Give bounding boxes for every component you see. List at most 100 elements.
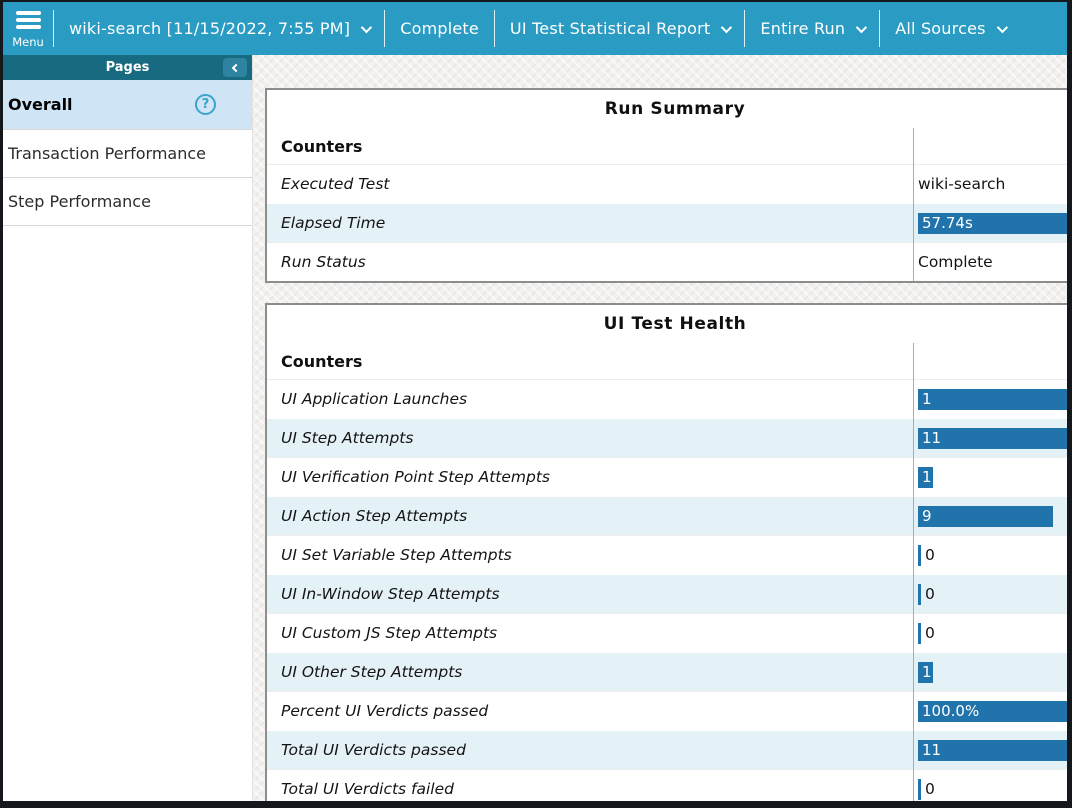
counter-label: UI Application Launches [281, 390, 468, 408]
topbar-divider [879, 10, 881, 47]
counter-row: UI In-Window Step Attempts 0 [267, 574, 1067, 613]
counter-row: Total UI Verdicts failed 0 [267, 769, 1067, 801]
pages-sidebar: Pages Overall ? Transaction Performance … [3, 55, 253, 801]
topbar-divider [384, 10, 386, 47]
counter-value: wiki-search [918, 175, 1006, 193]
report-table: Run Summary Counters Executed Test wiki-… [265, 88, 1067, 283]
help-icon[interactable]: ? [195, 94, 216, 115]
counter-row: UI Verification Point Step Attempts 1 [267, 457, 1067, 496]
table-title: UI Test Health [603, 314, 747, 334]
topbar-item-label: All Sources [895, 19, 986, 38]
topbar-item-label: wiki-search [11/15/2022, 7:55 PM] [69, 19, 351, 38]
counter-value-cell: 0 [913, 583, 1067, 605]
counter-row: UI Step Attempts 11 [267, 418, 1067, 457]
counter-value-cell: 0 [913, 544, 1067, 566]
sidebar-item-label: Transaction Performance [8, 144, 207, 163]
counter-row: UI Custom JS Step Attempts 0 [267, 613, 1067, 652]
topbar-item-label: Entire Run [760, 19, 846, 38]
counter-label: Executed Test [281, 175, 390, 193]
table-title: Run Summary [604, 99, 746, 119]
sidebar-item-label: Overall [8, 95, 73, 114]
chevron-down-icon [855, 21, 868, 33]
counter-bar: 1 [918, 388, 1067, 410]
counter-bar: 1 [918, 661, 933, 683]
hamburger-icon [15, 8, 41, 32]
counter-value-cell: 57.74s [913, 212, 1067, 234]
topbar-scope-selector[interactable]: Entire Run [745, 2, 879, 55]
counter-row: Run Status Complete [267, 242, 1067, 281]
counters-header: Counters [281, 351, 363, 371]
report-table: UI Test Health Counters UI Application L… [265, 303, 1067, 801]
counter-row: Executed Test wiki-search [267, 164, 1067, 203]
counter-label: UI Set Variable Step Attempts [281, 546, 512, 564]
topbar-report-type-selector[interactable]: UI Test Statistical Report [495, 2, 745, 55]
chevron-left-icon [231, 63, 241, 72]
sidebar-item-transaction-performance[interactable]: Transaction Performance [3, 130, 252, 178]
counter-row: UI Action Step Attempts 9 [267, 496, 1067, 535]
counter-bar: 9 [918, 505, 1054, 527]
sidebar-item-label: Step Performance [8, 192, 151, 211]
counter-label: UI Other Step Attempts [281, 663, 463, 681]
chevron-down-icon [721, 21, 733, 33]
topbar-sources-selector[interactable]: All Sources [880, 2, 1019, 55]
counter-value: 0 [925, 585, 935, 603]
counter-label: UI Step Attempts [281, 429, 414, 447]
topbar-divider [53, 10, 54, 47]
counter-label: Percent UI Verdicts passed [281, 702, 489, 720]
counter-row: UI Application Launches 1 [267, 379, 1067, 418]
counter-label: Run Status [281, 253, 366, 271]
counter-value-cell: 1 [913, 661, 1067, 683]
counter-value-cell: 1 [913, 388, 1067, 410]
sidebar-header: Pages [3, 55, 252, 80]
counter-value-cell: wiki-search [913, 175, 1067, 193]
counter-row: Total UI Verdicts passed 11 [267, 730, 1067, 769]
counter-bar: 57.74s [918, 212, 1067, 234]
topbar-divider [744, 10, 746, 47]
counter-row: Elapsed Time 57.74s [267, 203, 1067, 242]
counter-label: UI In-Window Step Attempts [281, 585, 500, 603]
counter-row: UI Other Step Attempts 1 [267, 652, 1067, 691]
sidebar-item-overall[interactable]: Overall ? [3, 80, 252, 130]
topbar: Menu wiki-search [11/15/2022, 7:55 PM] C… [3, 2, 1067, 55]
report-content: Run Summary Counters Executed Test wiki-… [253, 55, 1067, 801]
sidebar-nav: Overall ? Transaction Performance Step P… [3, 80, 252, 226]
topbar-run-status: Complete [385, 2, 494, 55]
counter-value-cell: 11 [913, 427, 1067, 449]
counter-value: Complete [918, 253, 993, 271]
counter-label: Total UI Verdicts failed [281, 780, 454, 798]
counter-value: 0 [925, 780, 935, 798]
topbar-item-label: UI Test Statistical Report [509, 19, 711, 38]
counter-value-cell: 0 [913, 622, 1067, 644]
zero-bar-tick [918, 583, 921, 605]
sidebar-header-label: Pages [105, 60, 150, 75]
counter-value: 0 [925, 546, 935, 564]
counter-value: 0 [925, 624, 935, 642]
counter-value-cell: Complete [913, 253, 1067, 271]
counter-label: UI Verification Point Step Attempts [281, 468, 550, 486]
counter-bar: 1 [918, 466, 933, 488]
counter-label: Total UI Verdicts passed [281, 741, 466, 759]
zero-bar-tick [918, 544, 921, 566]
counter-bar: 11 [918, 739, 1067, 761]
counter-label: UI Custom JS Step Attempts [281, 624, 498, 642]
sidebar-collapse-button[interactable] [223, 58, 247, 77]
counter-label: Elapsed Time [281, 214, 386, 232]
counter-value-cell: 100.0% [913, 700, 1067, 722]
counter-value-cell: 11 [913, 739, 1067, 761]
counter-value-cell: 0 [913, 778, 1067, 800]
zero-bar-tick [918, 778, 921, 800]
counter-bar: 11 [918, 427, 1067, 449]
menu-button[interactable]: Menu [3, 2, 53, 55]
sidebar-item-step-performance[interactable]: Step Performance [3, 178, 252, 226]
topbar-run-selector[interactable]: wiki-search [11/15/2022, 7:55 PM] [54, 2, 384, 55]
chevron-down-icon [996, 21, 1008, 33]
topbar-item-label: Complete [400, 19, 479, 38]
counter-value-cell: 9 [913, 505, 1067, 527]
zero-bar-tick [918, 622, 921, 644]
counter-row: UI Set Variable Step Attempts 0 [267, 535, 1067, 574]
counter-label: UI Action Step Attempts [281, 507, 468, 525]
counter-row: Percent UI Verdicts passed 100.0% [267, 691, 1067, 730]
topbar-divider [493, 10, 495, 47]
counter-bar: 100.0% [918, 700, 1067, 722]
